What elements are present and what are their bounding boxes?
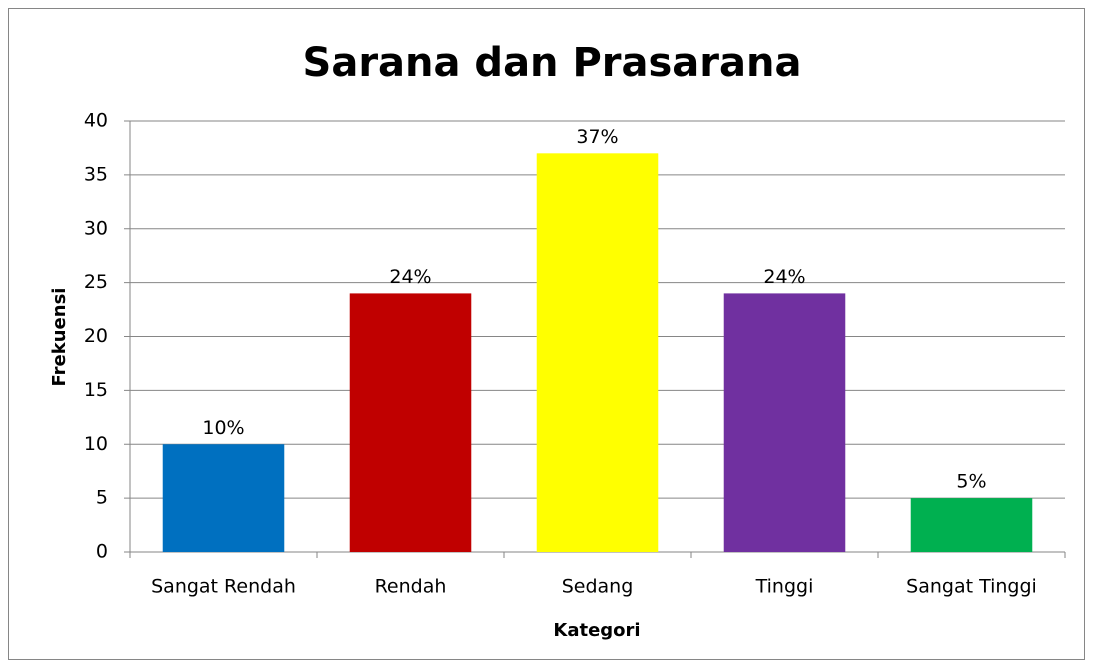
bar [910,498,1033,552]
y-tick-label: 40 [84,110,108,132]
y-tick-label: 0 [96,541,108,563]
x-tick-label: Sangat Tinggi [906,576,1037,598]
bar [349,293,472,552]
y-tick-label: 20 [84,325,108,347]
y-axis-label: Frekuensi [49,288,70,387]
data-label: 37% [576,126,618,148]
x-tick-label: Rendah [375,576,447,598]
data-label: 24% [389,266,431,288]
y-tick-label: 15 [84,379,108,401]
bar [723,293,846,552]
data-label: 10% [202,417,244,439]
y-tick-label: 30 [84,217,108,239]
bar [162,444,285,552]
y-tick-label: 10 [84,433,108,455]
x-tick-label: Tinggi [755,576,814,598]
chart-title: Sarana dan Prasarana [303,40,802,86]
data-label: 24% [763,266,805,288]
x-tick-label: Sedang [562,576,634,598]
data-label: 5% [956,471,986,493]
x-tick-label: Sangat Rendah [151,576,296,598]
y-tick-label: 25 [84,271,108,293]
x-axis-label: Kategori [553,620,640,641]
y-tick-label: 35 [84,163,108,185]
y-tick-label: 5 [96,487,108,509]
bar [536,153,659,552]
